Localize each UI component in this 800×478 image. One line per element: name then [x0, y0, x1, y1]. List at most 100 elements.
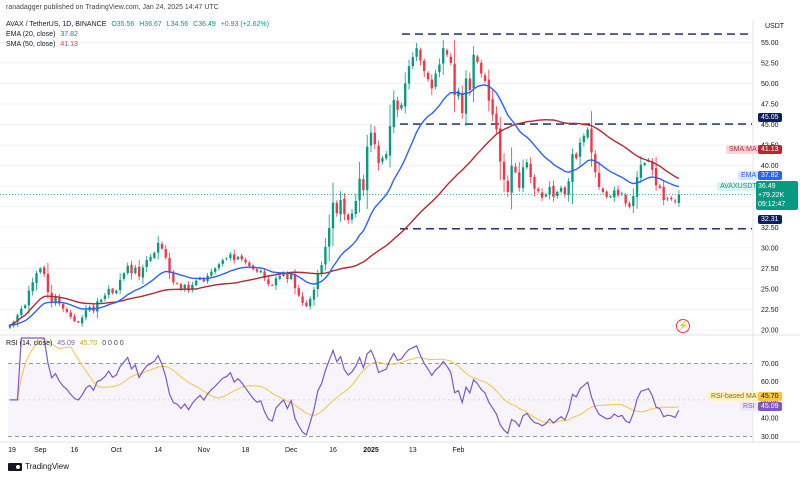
candle-body — [31, 282, 34, 292]
candle-body — [544, 194, 548, 197]
candle-body — [347, 214, 350, 220]
sma-tag-label: SMA:MA — [729, 146, 757, 153]
candle-body — [548, 186, 551, 195]
sma-tag: SMA:MA — [726, 145, 760, 154]
time-tick-label: Oct — [111, 447, 122, 454]
rsi-tick-label: 30.00 — [761, 434, 779, 441]
candle-body — [225, 258, 228, 260]
rsi-pane — [8, 337, 753, 437]
candle-body — [518, 172, 521, 188]
candle-body — [354, 200, 357, 214]
candle-body — [426, 72, 430, 80]
candle-body — [301, 296, 304, 303]
candle-body — [411, 57, 414, 67]
resistance-tag: 45.05 — [758, 113, 782, 122]
ema-tag: EMA — [738, 171, 760, 180]
candle-body — [290, 274, 293, 279]
candle-body — [77, 321, 80, 323]
rsi-tag-value: 45.09 — [758, 402, 782, 411]
rsi-tick-label: 70.00 — [761, 361, 779, 368]
candle-body — [202, 278, 205, 282]
rsi-tag: RSI — [740, 402, 758, 411]
candle-body — [168, 258, 171, 274]
candle-body — [175, 283, 179, 285]
candle-body — [419, 49, 422, 61]
rsi-ma-tag: RSI-based MA — [708, 392, 760, 401]
candle-body — [73, 316, 76, 321]
candle-body — [510, 165, 513, 193]
publisher-line: ranadagger published on TradingView.com,… — [6, 4, 219, 11]
ema-legend[interactable]: EMA (20, close) 37.82 — [6, 31, 81, 38]
candle-body — [457, 90, 460, 97]
candle-body — [111, 288, 114, 294]
candle-body — [160, 243, 164, 249]
candle-body — [578, 142, 582, 157]
price-tick-label: 22.50 — [761, 307, 779, 314]
ema-legend-value: 37.82 — [60, 31, 78, 38]
time-tick-label: 13 — [409, 447, 417, 454]
candle-body — [255, 269, 259, 272]
price-tick-label: 50.00 — [761, 81, 779, 88]
time-tick-label: 16 — [71, 447, 79, 454]
candle-body — [316, 273, 319, 290]
price-tick-label: 47.50 — [761, 101, 779, 108]
candle-body — [358, 178, 361, 201]
candle-body — [137, 266, 141, 277]
price-grid — [0, 41, 752, 331]
brand-name: TradingView — [25, 462, 70, 471]
candle-body — [632, 196, 635, 206]
candle-body — [274, 278, 278, 286]
candle-body — [635, 177, 639, 197]
candle-body — [126, 265, 129, 274]
candle-body — [586, 129, 589, 138]
candle-body — [248, 262, 251, 266]
candle-body — [191, 284, 194, 290]
candle-body — [369, 132, 373, 146]
candle-body — [99, 299, 103, 302]
price-tick-label: 45.00 — [761, 122, 779, 129]
candle-body — [232, 254, 236, 261]
price-tick-label: 52.50 — [761, 60, 779, 67]
candle-body — [286, 273, 289, 280]
candle-body — [392, 99, 395, 128]
candle-body — [616, 189, 620, 196]
rsi-legend-label: RSI (14, close) — [6, 340, 53, 347]
tradingview-footer[interactable]: TradingView — [8, 462, 69, 471]
candle-body — [46, 273, 50, 293]
symbol-line: AVAX / TetherUS, 1D, BINANCE O35.56 H36.… — [6, 21, 272, 28]
countdown: 09:12:47 — [758, 201, 786, 208]
open-value: O35.56 — [111, 21, 135, 28]
symbol-name[interactable]: AVAX / TetherUS, 1D, BINANCE — [6, 21, 107, 28]
candle-body — [240, 255, 243, 260]
price-tick-label: 27.50 — [761, 266, 779, 273]
time-tick-label: 2025 — [363, 447, 379, 454]
candle-body — [96, 301, 99, 312]
lightning-icon[interactable]: ⚡ — [676, 319, 690, 333]
time-tick-label: 18 — [242, 447, 250, 454]
candle-body — [514, 166, 517, 173]
rsi-legend[interactable]: RSI (14, close) 45.09 45.70 0 0 0 0 — [6, 340, 127, 347]
candle-body — [149, 256, 152, 261]
candle-body — [263, 271, 266, 279]
candle-body — [20, 308, 23, 316]
candle-body — [388, 126, 392, 156]
candle-body — [267, 279, 270, 284]
candle-body — [282, 273, 285, 276]
candle-body — [164, 249, 167, 258]
candle-body — [377, 145, 380, 164]
candle-body — [594, 154, 597, 173]
candle-body — [468, 78, 472, 90]
candle-body — [118, 279, 122, 291]
candle-body — [582, 136, 586, 143]
rsi-line — [9, 337, 680, 436]
candle-body — [61, 303, 65, 309]
candle-body — [396, 100, 399, 110]
candle-body — [183, 284, 186, 290]
time-tick-label: 14 — [154, 447, 162, 454]
candle-body — [27, 290, 31, 306]
sma-legend[interactable]: SMA (50, close) 41.13 — [6, 41, 81, 48]
candle-body — [331, 202, 335, 229]
candle-body — [270, 284, 274, 286]
candle-body — [134, 267, 137, 274]
